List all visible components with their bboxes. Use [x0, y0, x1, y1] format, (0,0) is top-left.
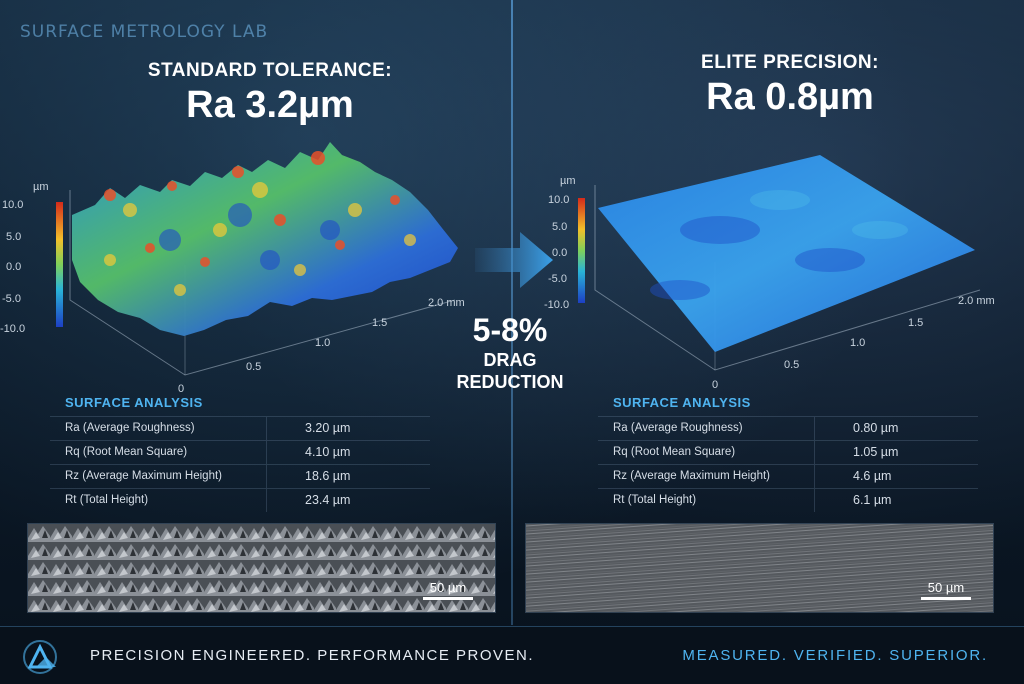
drag-label-line1: DRAG: [483, 350, 537, 370]
left-color-scale: [56, 202, 63, 327]
left-scale-tick: 0.0: [6, 261, 21, 273]
table-row: Rq (Root Mean Square) 1.05 µm: [598, 440, 978, 464]
right-axis-tick: 2.0 mm: [958, 295, 995, 307]
right-scale-tick: 0.0: [552, 247, 567, 259]
right-axis-tick: 0.5: [784, 359, 799, 371]
row-value: 0.80 µm: [814, 417, 963, 440]
footer-tagline-left: PRECISION ENGINEERED. PERFORMANCE PROVEN…: [90, 647, 535, 664]
right-axis-tick: 0: [712, 379, 718, 391]
logo-icon: [23, 640, 57, 674]
surface-plots: µm 10.0 5.0 0.0 -5.0 -10.0 0 0.5 1.0 1.5…: [0, 142, 995, 395]
row-label: Rt (Total Height): [65, 494, 149, 506]
footer: PRECISION ENGINEERED. PERFORMANCE PROVEN…: [0, 626, 1024, 684]
row-value: 18.6 µm: [266, 465, 415, 488]
right-surface-analysis: SURFACE ANALYSIS Ra (Average Roughness) 0…: [598, 385, 978, 512]
left-scale-bar: 50 µm: [423, 580, 473, 600]
footer-tagline-right: MEASURED. VERIFIED. SUPERIOR.: [682, 647, 988, 664]
left-ra-value: Ra 3.2µm: [186, 84, 354, 126]
table-row: Rq (Root Mean Square) 4.10 µm: [50, 440, 430, 464]
right-scale-label: 50 µm: [927, 580, 965, 595]
row-value: 23.4 µm: [266, 489, 415, 512]
left-rough-surface: [72, 142, 458, 336]
rough-micrograph: [28, 524, 495, 612]
row-label: Rq (Root Mean Square): [613, 446, 736, 458]
right-unit: µm: [560, 175, 576, 187]
table-row: Rt (Total Height) 23.4 µm: [50, 488, 430, 512]
left-unit: µm: [33, 181, 49, 193]
left-axis-tick: 1.5: [372, 317, 387, 329]
right-surface-plot: µm 10.0 5.0 0.0 -5.0 -10.0 0 0.5 1.0 1.5…: [544, 155, 995, 391]
left-surface-plot: µm 10.0 5.0 0.0 -5.0 -10.0 0 0.5 1.0 1.5…: [0, 142, 465, 395]
table-row: Ra (Average Roughness) 0.80 µm: [598, 416, 978, 440]
row-value: 4.10 µm: [266, 441, 415, 464]
left-scale-tick: -5.0: [2, 293, 21, 305]
row-value: 1.05 µm: [814, 441, 963, 464]
left-surface-analysis: SURFACE ANALYSIS Ra (Average Roughness) 3…: [50, 385, 430, 512]
left-scale-tick: 10.0: [2, 199, 23, 211]
left-axis-tick: 0.5: [246, 361, 261, 373]
right-scale-tick: 10.0: [548, 194, 569, 206]
drag-reduction-callout: 5-8% DRAG REDUCTION: [440, 312, 580, 393]
center-divider: [511, 0, 513, 625]
right-axis-tick: 1.0: [850, 337, 865, 349]
table-row: Rt (Total Height) 6.1 µm: [598, 488, 978, 512]
left-scale-tick: 5.0: [6, 231, 21, 243]
row-value: 3.20 µm: [266, 417, 415, 440]
drag-label-line2: REDUCTION: [456, 372, 564, 392]
right-axis-tick: 1.5: [908, 317, 923, 329]
lab-sign: SURFACE METROLOGY LAB: [20, 22, 269, 42]
row-label: Ra (Average Roughness): [613, 422, 743, 434]
left-sem-image: 50 µm: [27, 523, 496, 613]
drag-percent: 5-8%: [472, 312, 548, 348]
row-value: 4.6 µm: [814, 465, 963, 488]
row-label: Rz (Average Maximum Height): [613, 470, 771, 482]
arrow-right-icon: [475, 232, 553, 288]
left-analysis-title: SURFACE ANALYSIS: [65, 395, 203, 410]
row-label: Ra (Average Roughness): [65, 422, 195, 434]
row-label: Rq (Root Mean Square): [65, 446, 188, 458]
smooth-micrograph: [526, 524, 993, 612]
left-scale-tick: -10.0: [0, 323, 25, 335]
right-sem-image: 50 µm: [525, 523, 994, 613]
right-smooth-surface: [598, 155, 975, 352]
row-label: Rz (Average Maximum Height): [65, 470, 223, 482]
row-value: 6.1 µm: [814, 489, 963, 512]
left-axis-tick: 2.0 mm: [428, 297, 465, 309]
right-ra-value: Ra 0.8µm: [706, 76, 874, 118]
right-analysis-title: SURFACE ANALYSIS: [613, 395, 751, 410]
right-color-scale: [578, 198, 585, 303]
table-row: Ra (Average Roughness) 3.20 µm: [50, 416, 430, 440]
left-heading: STANDARD TOLERANCE: Ra 3.2µm: [140, 60, 400, 127]
right-subtitle: ELITE PRECISION:: [701, 52, 879, 73]
table-row: Rz (Average Maximum Height) 4.6 µm: [598, 464, 978, 488]
left-axis-tick: 0: [178, 383, 184, 395]
right-heading: ELITE PRECISION: Ra 0.8µm: [660, 52, 920, 119]
right-scale-tick: -5.0: [548, 273, 567, 285]
table-row: Rz (Average Maximum Height) 18.6 µm: [50, 464, 430, 488]
row-label: Rt (Total Height): [613, 494, 697, 506]
right-scale-bar: 50 µm: [921, 580, 971, 600]
left-axis-tick: 1.0: [315, 337, 330, 349]
right-scale-tick: 5.0: [552, 221, 567, 233]
left-subtitle: STANDARD TOLERANCE:: [147, 60, 393, 81]
right-scale-tick: -10.0: [544, 299, 569, 311]
left-scale-label: 50 µm: [429, 580, 467, 595]
